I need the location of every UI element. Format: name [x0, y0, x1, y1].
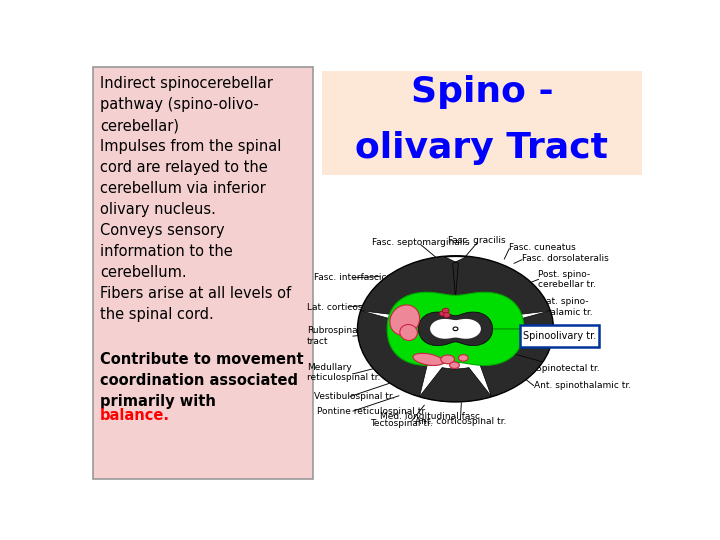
- Text: Lat. spino-
thalamic tr.: Lat. spino- thalamic tr.: [541, 298, 593, 316]
- Ellipse shape: [449, 362, 459, 368]
- Polygon shape: [418, 312, 492, 346]
- Text: olivary Tract: olivary Tract: [356, 131, 608, 165]
- Circle shape: [358, 256, 553, 402]
- Polygon shape: [387, 292, 524, 366]
- Text: Medullary
reticulospinal tr.: Medullary reticulospinal tr.: [307, 363, 380, 382]
- Polygon shape: [430, 319, 481, 339]
- Text: Ant. spinothalamic tr.: Ant. spinothalamic tr.: [534, 381, 631, 390]
- Polygon shape: [480, 350, 542, 396]
- Text: Fasc. septomarginalis: Fasc. septomarginalis: [372, 239, 470, 247]
- Polygon shape: [358, 310, 428, 396]
- Text: Indirect spinocerebellar
pathway (spino-olivo-
cerebellar)
Impulses from the spi: Indirect spinocerebellar pathway (spino-…: [100, 77, 291, 322]
- Text: Rubrospinal
tract: Rubrospinal tract: [307, 326, 360, 346]
- FancyBboxPatch shape: [93, 67, 313, 478]
- Text: Spinotectal tr.: Spinotectal tr.: [536, 364, 599, 373]
- Text: Post. spino-
cerebellar tr.: Post. spino- cerebellar tr.: [539, 269, 596, 289]
- Text: Fasc. gracilis: Fasc. gracilis: [448, 235, 505, 245]
- Text: Pontine reticulospinal tr.: Pontine reticulospinal tr.: [317, 407, 427, 416]
- Text: Lat. corticospinal tr.: Lat. corticospinal tr.: [307, 302, 397, 312]
- Text: Fasc. interfascicularis: Fasc. interfascicularis: [314, 273, 411, 282]
- Text: Tectospinal tr.: Tectospinal tr.: [370, 419, 433, 428]
- Circle shape: [453, 327, 458, 330]
- Polygon shape: [361, 256, 550, 318]
- Ellipse shape: [444, 313, 450, 318]
- Polygon shape: [420, 368, 492, 402]
- Text: balance.: balance.: [100, 408, 170, 423]
- Ellipse shape: [459, 355, 468, 361]
- Text: Fasc. dorsolateralis: Fasc. dorsolateralis: [522, 254, 608, 263]
- Text: Spinoolivary tr.: Spinoolivary tr.: [523, 331, 596, 341]
- Text: Contribute to movement
coordination associated
primarily with: Contribute to movement coordination asso…: [100, 352, 304, 409]
- Ellipse shape: [413, 353, 444, 366]
- Ellipse shape: [442, 308, 449, 313]
- FancyBboxPatch shape: [322, 71, 642, 175]
- Polygon shape: [482, 310, 553, 396]
- Text: Vestibulospinal tr.: Vestibulospinal tr.: [314, 392, 395, 401]
- Ellipse shape: [439, 311, 446, 316]
- Text: Med. longitudinal fasc.: Med. longitudinal fasc.: [379, 411, 482, 421]
- Ellipse shape: [390, 305, 420, 335]
- Ellipse shape: [441, 355, 454, 364]
- Text: Ant. spino-
cerebellar tr.: Ant. spino- cerebellar tr.: [539, 325, 596, 345]
- Text: Fasc. cuneatus: Fasc. cuneatus: [509, 243, 576, 252]
- Text: Spino -: Spino -: [410, 75, 553, 109]
- FancyBboxPatch shape: [521, 325, 599, 347]
- Ellipse shape: [400, 325, 418, 340]
- Text: Ant. corticospinal tr.: Ant. corticospinal tr.: [415, 417, 506, 427]
